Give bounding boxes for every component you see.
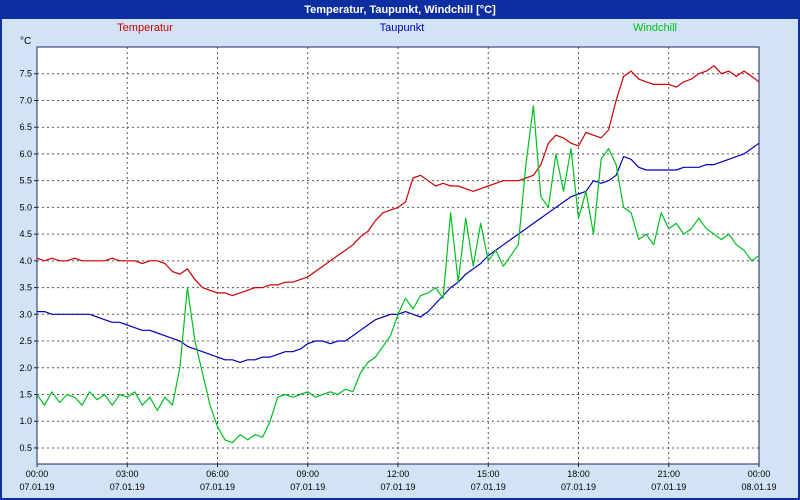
x-time-label: 03:00: [116, 469, 139, 479]
y-axis-unit-label: °C: [20, 36, 32, 47]
y-tick-label: 7.5: [19, 69, 32, 79]
y-tick-label: 6.5: [19, 122, 32, 132]
legend-taupunkt: Taupunkt: [379, 22, 425, 34]
x-time-label: 06:00: [206, 469, 229, 479]
y-tick-label: 1.5: [19, 390, 32, 400]
x-time-label: 15:00: [477, 469, 500, 479]
x-time-label: 00:00: [748, 469, 771, 479]
y-tick-label: 6.0: [19, 149, 32, 159]
legend-windchill: Windchill: [632, 22, 678, 34]
y-tick-label: 5.5: [19, 176, 32, 186]
y-tick-label: 0.5: [19, 443, 32, 453]
series-line-temperatur: [36, 65, 760, 297]
x-date-label: 07.01.19: [110, 482, 145, 492]
x-date-label: 07.01.19: [561, 482, 596, 492]
x-date-label: 07.01.19: [290, 482, 325, 492]
x-time-label: 18:00: [567, 469, 590, 479]
legend-temperatur: Temperatur: [117, 22, 173, 34]
x-date-label: 07.01.19: [200, 482, 235, 492]
x-time-label: 00:00: [26, 469, 49, 479]
y-tick-label: 7.0: [19, 95, 32, 105]
x-date-label: 07.01.19: [471, 482, 506, 492]
series-line-windchill: [36, 105, 760, 444]
chart-title-bar: Temperatur, Taupunkt, Windchill [°C]: [2, 2, 798, 19]
y-tick-label: 1.0: [19, 416, 32, 426]
y-tick-label: 2.5: [19, 336, 32, 346]
x-date-label: 08.01.19: [741, 482, 776, 492]
y-tick-label: 4.0: [19, 256, 32, 266]
x-date-label: 07.01.19: [651, 482, 686, 492]
chart-legend: Temperatur Taupunkt Windchill: [2, 22, 798, 36]
y-tick-label: 3.5: [19, 283, 32, 293]
chart-plot-area: 0.5 1.0 1.5 2.0 2.5 3.0 3.5 4.0 4.5 5.0 5.5 6.0 6.5 7…: [19, 46, 777, 492]
x-time-label: 09:00: [296, 469, 319, 479]
chart-title: Temperatur, Taupunkt, Windchill [°C]: [304, 4, 496, 16]
x-date-label: 07.01.19: [380, 482, 415, 492]
y-tick-label: 4.5: [19, 229, 32, 239]
y-tick-label: 2.0: [19, 363, 32, 373]
x-time-label: 21:00: [657, 469, 680, 479]
y-tick-label: 5.0: [19, 202, 32, 212]
x-time-label: 12:00: [387, 469, 410, 479]
x-date-label: 07.01.19: [19, 482, 54, 492]
y-tick-label: 3.0: [19, 309, 32, 319]
